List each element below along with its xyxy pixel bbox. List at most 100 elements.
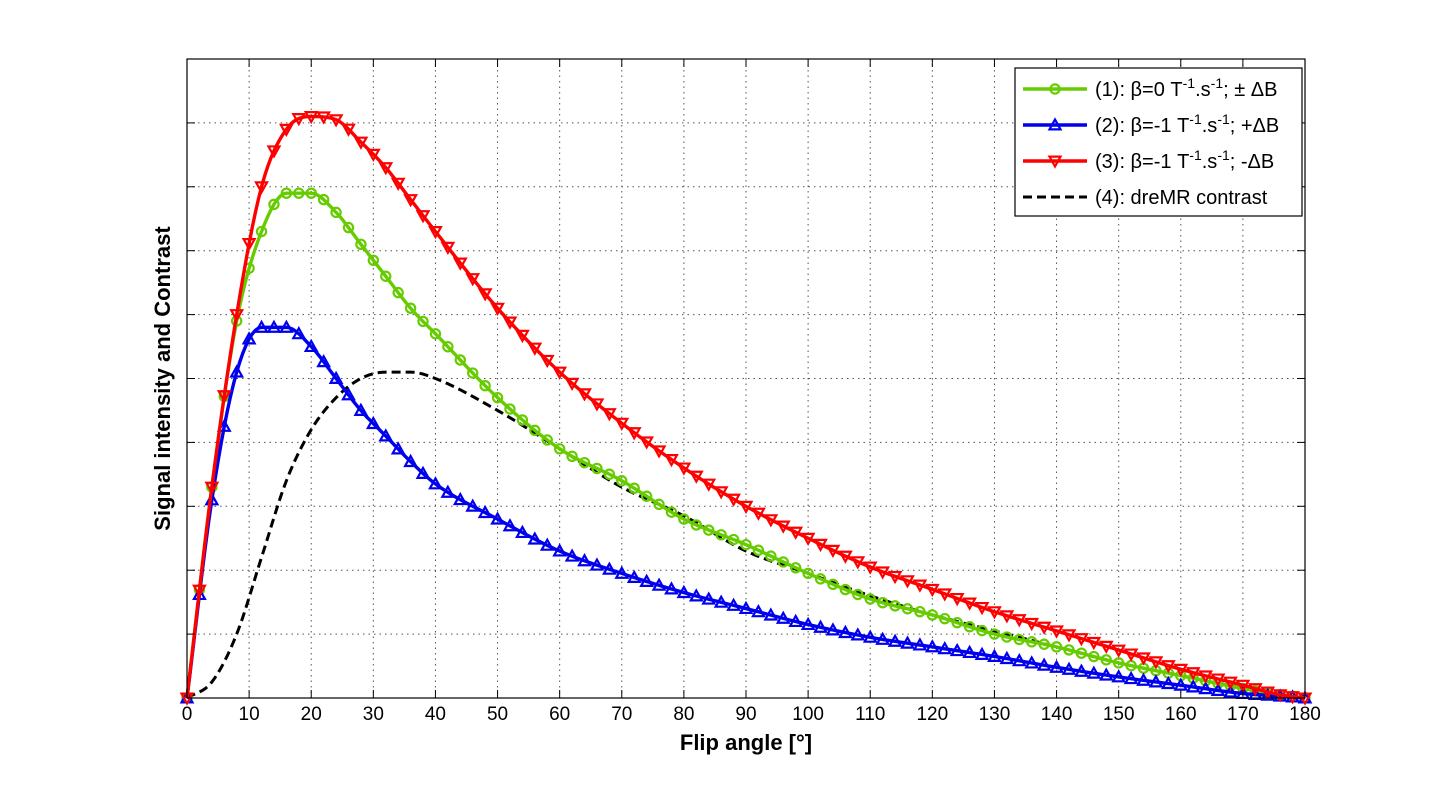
series-2-point	[788, 613, 804, 628]
x-tick-label: 20	[301, 704, 322, 725]
series-2-point	[949, 642, 965, 657]
series-2-point	[1011, 653, 1027, 667]
series-1-point	[516, 414, 529, 426]
series-2-point	[1223, 684, 1238, 698]
series-2-point	[999, 650, 1015, 665]
series-2-point	[974, 646, 990, 660]
series-3-point	[949, 592, 965, 607]
x-tick-label: 60	[549, 704, 570, 725]
series-1-point	[914, 605, 926, 618]
series-1-point	[628, 482, 640, 494]
series-3-point	[1285, 691, 1300, 705]
series-3-point	[1074, 633, 1089, 647]
series-1-point	[529, 424, 541, 437]
series-2-point	[428, 476, 443, 490]
series-3-point	[924, 583, 940, 598]
series-2-point	[912, 637, 928, 651]
series-3-point	[527, 342, 543, 356]
series-1-point	[467, 367, 479, 379]
series-3-point	[825, 544, 841, 559]
series-2-point	[751, 604, 766, 618]
series-3	[179, 111, 1313, 706]
series-3-point	[962, 597, 977, 611]
series-1-point	[417, 315, 429, 328]
series-1-point	[1100, 654, 1112, 666]
x-tick-label: 150	[1103, 704, 1135, 725]
series-3-point	[999, 610, 1015, 624]
series-3-point	[515, 329, 530, 344]
series-3-point	[1024, 617, 1040, 632]
series-2-point	[452, 491, 468, 506]
legend-label-2: (2): β=-1 T-1.s-1; +ΔB	[1095, 111, 1279, 137]
x-tick-label: 120	[916, 704, 948, 725]
series-2-point	[987, 648, 1002, 662]
legend-marker-2	[1047, 117, 1063, 131]
series-2-point	[341, 387, 356, 401]
series-1-point	[690, 519, 703, 531]
x-tick-label: 130	[979, 704, 1011, 725]
series-3-point	[502, 316, 518, 330]
series-3-point	[254, 181, 269, 195]
series-3-point	[775, 520, 791, 534]
series-2-point	[1198, 680, 1213, 695]
series-2-point	[279, 319, 294, 333]
x-tick-label: 110	[855, 704, 885, 725]
series-2-point	[515, 524, 530, 539]
series-2-point	[601, 561, 617, 575]
series-3-point	[328, 114, 344, 128]
series-3-point	[1235, 679, 1251, 693]
series-1-point	[727, 533, 740, 546]
x-tick-label: 80	[673, 704, 694, 725]
series-2-point	[701, 591, 717, 605]
series-3-point	[204, 481, 220, 495]
series-1-point	[553, 443, 566, 455]
series-2-point	[1210, 682, 1226, 696]
series-2-line	[185, 325, 1306, 700]
series-1-point	[268, 198, 280, 211]
series-2-point	[862, 629, 878, 643]
series-3-point	[353, 136, 369, 150]
series-1-point	[380, 270, 392, 282]
x-tick-label: 30	[363, 704, 384, 725]
series-3-point	[1148, 656, 1164, 670]
series-1-line	[185, 191, 1306, 700]
series-3-point	[577, 388, 592, 402]
x-tick-label: 100	[792, 704, 824, 725]
series-1-point	[1063, 644, 1075, 656]
series-3-point	[539, 354, 555, 369]
series-1-point	[1038, 638, 1050, 650]
series-3-point	[316, 111, 332, 125]
series-1-point	[429, 328, 442, 340]
series-1-point	[603, 468, 616, 480]
series-3-point	[452, 257, 468, 271]
legend-label-1: (1): β=0 T-1.s-1; ± ΔB	[1095, 75, 1277, 101]
series-2-point	[1148, 674, 1164, 688]
series-2-point	[564, 548, 580, 562]
y-axis-label: Signal intensity and Contrast	[150, 226, 175, 531]
series-2-point	[254, 319, 269, 333]
series-2-point	[229, 364, 245, 378]
series-1-point	[802, 567, 814, 580]
series-3-point	[862, 561, 878, 575]
series-1-point	[578, 456, 591, 469]
series-2-point	[713, 594, 729, 608]
legend-box	[1014, 67, 1303, 217]
series-3-point	[303, 111, 319, 125]
series-2-point	[415, 465, 431, 479]
series-2-point	[1160, 675, 1176, 690]
series-3-point	[800, 532, 816, 547]
series-1-point	[715, 529, 727, 541]
series-3-point	[1011, 614, 1027, 628]
series-3-point	[477, 288, 493, 302]
series-1-point	[616, 475, 628, 487]
series-3-point	[279, 123, 294, 138]
series-3-point	[850, 556, 866, 570]
series-2-point	[1049, 659, 1064, 673]
series-layer	[179, 111, 1313, 706]
series-1-point	[504, 403, 516, 415]
series-1-point	[1112, 657, 1125, 669]
series-3-point	[1098, 640, 1114, 655]
legend-entry-3: (3): β=-1 T-1.s-1; -ΔB	[1023, 147, 1274, 173]
series-2-point	[887, 633, 903, 647]
